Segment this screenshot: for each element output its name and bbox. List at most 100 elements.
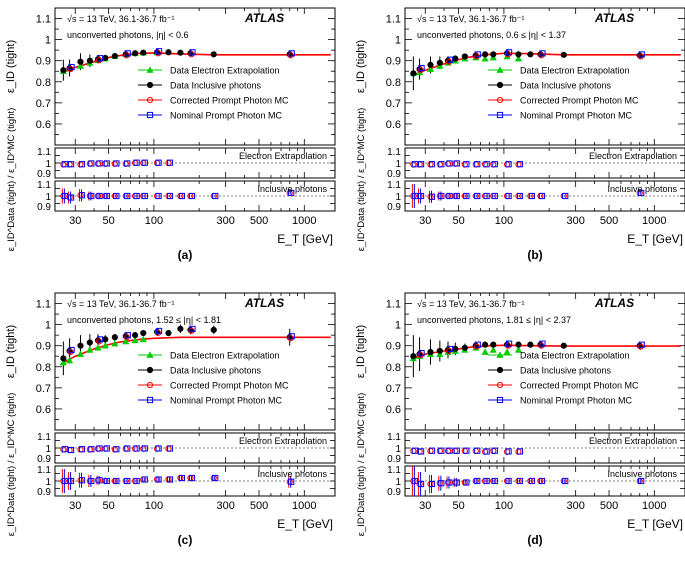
y-tick-label: 1	[45, 35, 51, 47]
inclusive-ratio-nominal-point	[78, 477, 86, 484]
corrected-mc-point	[473, 343, 480, 350]
panel-label: (a)	[178, 248, 193, 262]
electron-ratio-nominal-point	[516, 161, 524, 168]
x-tick-label: 100	[495, 500, 513, 512]
legend-marker	[146, 351, 154, 358]
legend-label: Nominal Prompt Photon MC	[520, 111, 633, 121]
legend-label: Nominal Prompt Photon MC	[520, 396, 633, 406]
inclusive-data-point	[527, 51, 534, 58]
inclusive-ratio-nominal-point	[288, 189, 295, 197]
inclusive-data-point	[210, 51, 217, 58]
electron-ratio-nominal-point	[463, 161, 470, 168]
inclusive-data-point	[77, 58, 84, 65]
atlas-label: ATLAS	[244, 296, 284, 310]
energy-luminosity-label: √s = 13 TeV, 36.1-36.7 fb⁻¹	[417, 299, 525, 309]
inclusive-ratio-corrected-point	[427, 480, 434, 488]
ratio-y-tick-label: 1.1	[387, 147, 401, 158]
inclusive-ratio-corrected-point	[165, 476, 172, 483]
inclusive-ratio-corrected-point	[94, 477, 102, 484]
electron-ratio-nominal-point	[483, 161, 490, 168]
electron-ratio-nominal-point	[166, 159, 174, 166]
electron-ratio-nominal-point	[491, 447, 498, 454]
inclusive-ratio-nominal-point	[505, 477, 512, 485]
legend-marker	[146, 396, 154, 404]
inclusive-data-point	[461, 344, 468, 351]
inclusive-data-point	[560, 342, 567, 349]
electron-data-point	[489, 346, 497, 353]
ratio-label-electron: Electron Extrapolation	[589, 151, 677, 161]
legend-label: Data Electron Extrapolation	[170, 351, 280, 361]
electron-ratio-nominal-point	[453, 447, 460, 454]
inclusive-data-point	[60, 355, 67, 362]
legend-label: Nominal Prompt Photon MC	[170, 396, 283, 406]
legend-marker	[496, 81, 504, 89]
nominal-mc-point	[155, 327, 163, 335]
inclusive-ratio-corrected-point	[77, 477, 84, 484]
inclusive-data-point	[436, 347, 443, 355]
y-tick-label: 0.6	[386, 119, 401, 131]
ratio-y-tick-label: 1.1	[37, 180, 51, 191]
x-tick-label: 50	[102, 500, 114, 512]
legend-marker	[146, 66, 154, 73]
corrected-mc-point	[67, 348, 74, 356]
electron-ratio-nominal-point	[505, 448, 512, 455]
nominal-mc-point	[124, 332, 131, 339]
electron-data-point	[481, 54, 489, 62]
electron-ratio-nominal-point	[155, 159, 162, 166]
electron-ratio-nominal-point	[446, 447, 453, 454]
nominal-mc-point	[418, 65, 425, 72]
inclusive-ratio-nominal-point	[212, 192, 219, 200]
corrected-mc-point	[504, 342, 512, 349]
y-tick-label: 0.6	[36, 119, 51, 131]
electron-ratio-nominal-point	[483, 448, 490, 455]
y-tick-label: 0.7	[386, 383, 401, 395]
inclusive-ratio-nominal-point	[133, 192, 140, 200]
inclusive-ratio-nominal-point	[155, 476, 162, 483]
legend-label: Data Inclusive photons	[170, 366, 262, 376]
main-pad-frame	[54, 292, 336, 431]
inclusive-ratio-nominal-point	[528, 192, 535, 200]
y-axis-label-ratio: ε_ID^Data (tight) / ε_ID^MC (tight)	[6, 393, 17, 537]
inclusive-data-point	[482, 51, 489, 58]
inclusive-ratio-corrected-point	[452, 479, 459, 486]
inclusive-ratio-nominal-point	[453, 192, 460, 200]
legend-label: Data Electron Extrapolation	[170, 66, 280, 76]
inclusive-data-point	[86, 57, 93, 64]
legend-label: Corrected Prompt Photon MC	[170, 381, 289, 391]
x-tick-label: 30	[69, 500, 81, 512]
nominal-mc-point	[288, 50, 295, 57]
inclusive-ratio-nominal-point	[463, 192, 470, 200]
ratio-y-tick-label: 0.9	[387, 169, 401, 180]
inclusive-ratio-nominal-point	[103, 477, 110, 485]
legend-label: Corrected Prompt Photon MC	[520, 381, 639, 391]
corrected-mc-point	[154, 50, 162, 57]
legend-marker	[496, 366, 504, 374]
nominal-mc-point	[446, 56, 454, 63]
inclusive-ratio-nominal-point	[88, 477, 95, 485]
inclusive-ratio-corrected-point	[177, 474, 184, 482]
x-tick-label: 300	[566, 215, 584, 227]
electron-ratio-nominal-point	[141, 159, 148, 166]
corrected-mc-point	[538, 52, 545, 59]
ratio-y-tick-label: 1.1	[387, 180, 401, 191]
electron-ratio-nominal-point	[124, 160, 131, 167]
inclusive-ratio-corrected-point	[461, 479, 468, 486]
electron-ratio-nominal-point	[96, 160, 103, 167]
inclusive-data-point	[452, 55, 459, 62]
ratio-y-tick-label: 1	[395, 159, 401, 170]
x-tick-label: 50	[102, 215, 114, 227]
electron-data-point	[59, 358, 67, 366]
electron-ratio-nominal-point	[428, 447, 436, 454]
nominal-mc-point	[68, 346, 75, 354]
corrected-mc-point	[473, 53, 480, 60]
nominal-mc-point	[96, 336, 104, 343]
inclusive-data-point	[461, 53, 468, 60]
electron-ratio-nominal-point	[103, 445, 110, 452]
electron-data-point	[76, 350, 85, 357]
panel-c: 30 50 100 300 500 10000.60.70.80.911.10.911.1…	[5, 292, 336, 547]
inclusive-data-point	[490, 51, 497, 58]
inclusive-ratio-nominal-point	[411, 477, 418, 485]
electron-data-point	[426, 65, 435, 72]
ratio-label-inclusive: Inclusive photons	[257, 469, 327, 479]
